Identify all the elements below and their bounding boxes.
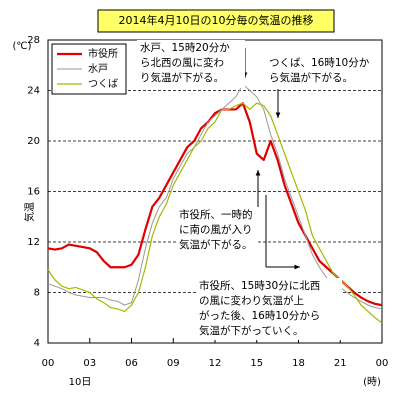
x-axis-label: (時) <box>363 376 381 388</box>
annotation-text: の風に変わり気温が上 <box>199 294 304 307</box>
x-tick-label: 21 <box>334 358 347 369</box>
x-tick-label: 09 <box>167 358 180 369</box>
legend-label: 水戸 <box>88 63 108 75</box>
legend-label: 市役所 <box>88 47 118 60</box>
x-tick-label: 03 <box>83 358 96 369</box>
chart-title: 2014年4月10日の10分毎の気温の推移 <box>119 13 314 27</box>
annotation-text: 市役所、一時的 <box>179 208 253 221</box>
arrow-head <box>275 112 281 118</box>
annotation-text: がった後、16時10分から <box>199 309 320 322</box>
y-unit: (℃) <box>12 41 31 52</box>
y-tick-label: 4 <box>34 338 40 349</box>
annotation-text: つくば、16時10分か <box>269 57 370 69</box>
series-line <box>47 102 383 324</box>
annotation-text: り気温が下がる。 <box>140 71 224 84</box>
y-tick-label: 28 <box>27 35 40 46</box>
x-tick-label: 18 <box>292 358 305 369</box>
annotation-text: 水戸、15時20分か <box>140 42 230 54</box>
annotation-text: ら気温が下がる。 <box>269 71 353 84</box>
annotation-text: 市役所、15時30分に北西 <box>199 279 320 292</box>
x-tick-label: 00 <box>376 358 389 369</box>
x-tick-label: 06 <box>125 358 138 369</box>
annotation-box <box>196 278 342 340</box>
date-label: 10日 <box>69 377 92 388</box>
annotation-box <box>266 55 378 89</box>
x-tick-label: 12 <box>209 358 222 369</box>
annotation-text: 気温が下がる。 <box>179 238 253 251</box>
y-axis-label: 気温 <box>23 202 36 222</box>
x-tick-label: 15 <box>250 358 263 369</box>
title-box <box>97 9 335 33</box>
y-tick-label: 16 <box>27 187 40 198</box>
y-tick-label: 24 <box>27 86 40 97</box>
x-tick-label: 00 <box>42 358 55 369</box>
y-tick-label: 20 <box>27 136 40 147</box>
y-tick-label: 8 <box>34 288 40 299</box>
legend-box <box>51 43 127 95</box>
annotation-text: 気温が下がっていく。 <box>199 324 303 337</box>
annotation-text: ら北西の風に変わ <box>140 56 224 69</box>
annotation-box <box>176 207 258 257</box>
y-tick-label: 12 <box>27 237 40 248</box>
annotation-box <box>137 40 245 88</box>
series-line <box>47 102 383 307</box>
arrow-head <box>294 264 300 270</box>
legend-label: つくば <box>88 78 118 90</box>
arrow-head <box>255 170 261 176</box>
series-line <box>47 83 383 310</box>
annotation-text: に南の風が入り <box>179 223 253 236</box>
